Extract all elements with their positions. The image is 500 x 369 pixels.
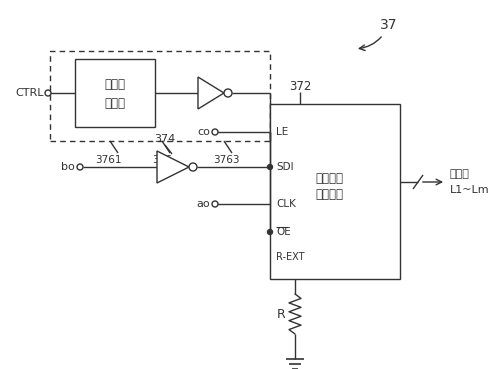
Text: CTRL: CTRL: [15, 88, 44, 98]
Circle shape: [268, 230, 272, 235]
Circle shape: [268, 165, 272, 169]
Text: 信号增: 信号增: [104, 78, 126, 92]
Text: 376: 376: [152, 155, 172, 165]
Text: R: R: [276, 307, 285, 321]
Text: 374: 374: [154, 134, 176, 144]
Circle shape: [77, 164, 83, 170]
Text: CLK: CLK: [276, 199, 296, 209]
Text: co: co: [197, 127, 210, 137]
Text: OE: OE: [276, 227, 291, 237]
Bar: [50, 51, 270, 141]
Text: 3763: 3763: [213, 155, 240, 165]
Text: 至行线: 至行线: [450, 169, 470, 179]
Text: 37: 37: [360, 18, 398, 51]
Text: bo: bo: [61, 162, 75, 172]
Circle shape: [212, 201, 218, 207]
Text: R-EXT: R-EXT: [276, 252, 304, 262]
Text: 3761: 3761: [95, 155, 121, 165]
Text: 372: 372: [289, 79, 311, 93]
Bar: [75, 59, 155, 127]
Bar: [270, 104, 400, 279]
Polygon shape: [157, 151, 189, 183]
Circle shape: [45, 90, 51, 96]
Text: SDI: SDI: [276, 162, 293, 172]
Circle shape: [189, 163, 197, 171]
Circle shape: [212, 129, 218, 135]
Text: 串入并出: 串入并出: [315, 172, 343, 185]
Text: L1~Lm: L1~Lm: [450, 185, 490, 195]
Text: 强芯片: 强芯片: [104, 97, 126, 110]
Text: LE: LE: [276, 127, 288, 137]
Circle shape: [224, 89, 232, 97]
Text: ao: ao: [196, 199, 210, 209]
Text: 驱动芯片: 驱动芯片: [315, 188, 343, 201]
Polygon shape: [198, 77, 224, 109]
